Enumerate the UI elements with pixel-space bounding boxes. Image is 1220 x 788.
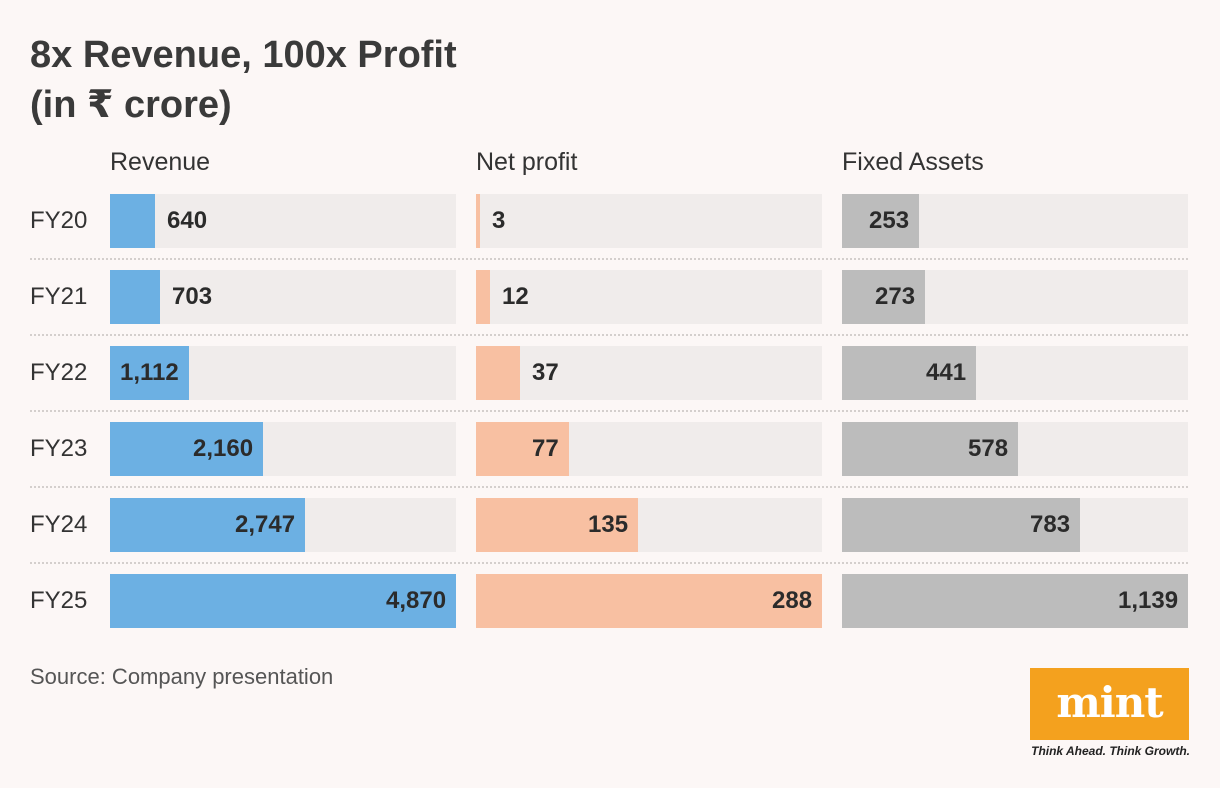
bar-track: 37 (476, 346, 822, 400)
data-label: 1,112 (120, 359, 179, 386)
data-label: 640 (167, 207, 208, 234)
category-label: FY21 (30, 283, 88, 310)
bar (110, 346, 189, 400)
bar-track: 253 (842, 194, 1188, 248)
data-label: 135 (588, 511, 629, 538)
category-label: FY22 (30, 359, 88, 386)
data-label: 12 (502, 283, 529, 310)
bar (476, 270, 490, 324)
bar (476, 422, 569, 476)
bar (476, 194, 480, 248)
chart-title: 8x Revenue, 100x Profit (in ₹ crore) (30, 30, 457, 130)
chart-title-line-1: 8x Revenue, 100x Profit (30, 34, 457, 76)
bar (110, 270, 160, 324)
data-label: 2,160 (193, 435, 254, 462)
bar (110, 194, 155, 248)
data-label: 253 (869, 207, 910, 234)
row-divider (30, 258, 1188, 260)
data-label: 783 (1030, 511, 1071, 538)
mint-logo-word: mint (1056, 678, 1163, 727)
row-divider (30, 334, 1188, 336)
source-note: Source: Company presentation (30, 664, 334, 689)
bar (842, 270, 925, 324)
data-label: 703 (172, 283, 213, 310)
bar-track: 273 (842, 270, 1188, 324)
data-label: 4,870 (386, 587, 447, 614)
bar-track: 578 (842, 422, 1188, 476)
data-label: 77 (532, 435, 559, 462)
bar-track: 783 (842, 498, 1188, 552)
data-label: 578 (968, 435, 1009, 462)
data-label: 273 (875, 283, 916, 310)
bar-track: 1,112 (110, 346, 456, 400)
data-label: 2,747 (235, 511, 296, 538)
bar-track: 2,160 (110, 422, 456, 476)
bar-track: 2,747 (110, 498, 456, 552)
bar (842, 422, 1018, 476)
bar-track: 3 (476, 194, 822, 248)
bar-track: 288 (476, 574, 822, 628)
data-label: 1,139 (1118, 587, 1179, 614)
bar (842, 498, 1080, 552)
category-label: FY24 (30, 511, 88, 538)
chart-title-line-2: (in ₹ crore) (30, 84, 232, 126)
panel-header-0: Revenue (110, 148, 211, 176)
bar-track: 640 (110, 194, 456, 248)
data-label: 288 (772, 587, 813, 614)
bar-track: 703 (110, 270, 456, 324)
panel-header-1: Net profit (476, 148, 578, 176)
bar-track: 135 (476, 498, 822, 552)
category-label: FY23 (30, 435, 88, 462)
bar (110, 422, 263, 476)
bar (842, 346, 976, 400)
bar (110, 498, 305, 552)
bar (476, 498, 638, 552)
row-divider (30, 562, 1188, 564)
data-label: 441 (926, 359, 967, 386)
bar (842, 194, 919, 248)
row-divider (30, 486, 1188, 488)
bar-track: 77 (476, 422, 822, 476)
category-label: FY20 (30, 207, 88, 234)
bar-track: 4,870 (110, 574, 456, 628)
mint-logo: mint (1030, 668, 1189, 740)
bar-track: 12 (476, 270, 822, 324)
row-divider (30, 410, 1188, 412)
panel-header-2: Fixed Assets (842, 148, 984, 176)
bar (842, 574, 1188, 628)
bar (110, 574, 456, 628)
bar-track: 1,139 (842, 574, 1188, 628)
mint-tagline: Think Ahead. Think Growth. (1031, 744, 1190, 758)
bar-track: 441 (842, 346, 1188, 400)
category-label: FY25 (30, 587, 88, 614)
bar (476, 346, 520, 400)
data-label: 37 (532, 359, 559, 386)
data-label: 3 (492, 207, 506, 234)
bar (476, 574, 822, 628)
